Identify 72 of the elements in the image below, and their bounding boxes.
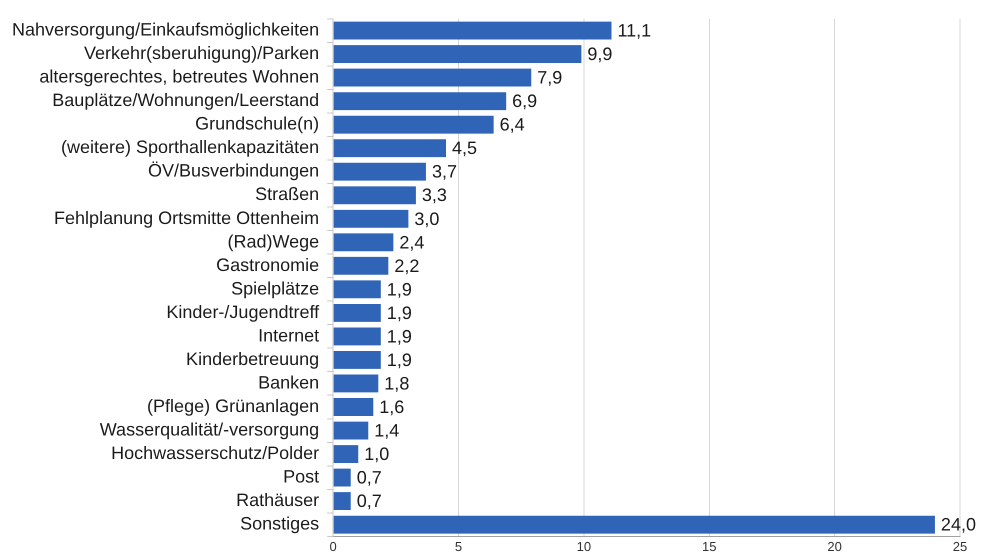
y-tick-label: altersgerechtes, betreutes Wohnen [39, 66, 320, 87]
bar [334, 304, 381, 322]
x-tick-label: 25 [952, 538, 968, 554]
data-label: 1,0 [364, 444, 390, 464]
y-tick-label: Grundschule(n) [195, 114, 320, 134]
bar [334, 516, 935, 534]
data-label: 3,0 [414, 208, 440, 229]
y-tick-label: Kinderbetreuung [186, 348, 320, 369]
bar [334, 186, 416, 204]
data-label: 3,3 [422, 185, 447, 206]
data-label: 6,9 [512, 91, 538, 112]
y-tick-label: Spielplätze [231, 278, 320, 298]
bar [334, 468, 351, 487]
bar [334, 233, 394, 252]
y-tick-label: ÖV/Busverbindungen [148, 160, 320, 181]
y-tick-label: Straßen [255, 184, 320, 204]
data-label: 9,9 [587, 44, 612, 64]
data-label: 6,4 [500, 114, 525, 135]
bar [334, 162, 426, 181]
data-label: 4,5 [452, 138, 478, 158]
data-label: 0,7 [356, 468, 382, 488]
y-tick-label: Banken [258, 372, 320, 392]
y-tick-label: Bauplätze/Wohnungen/Leerstand [52, 90, 320, 110]
bar [334, 445, 358, 463]
data-label: 1,9 [386, 350, 412, 370]
y-tick-label: Sonstiges [240, 514, 320, 534]
data-label: 1,4 [374, 420, 400, 440]
bar [334, 280, 381, 298]
bar [334, 492, 351, 510]
bar [334, 210, 408, 228]
x-tick-label: 20 [827, 538, 842, 554]
data-label: 1,6 [379, 396, 404, 417]
y-tick-label: Verkehr(sberuhigung)/Parken [84, 43, 320, 64]
y-tick-label: Hochwasserschutz/Polder [111, 443, 320, 464]
bar [334, 351, 381, 369]
bar [334, 327, 381, 346]
data-label: 2,2 [394, 256, 420, 276]
y-tick-label: Gastronomie [216, 254, 320, 275]
data-label: 1,9 [386, 326, 412, 346]
y-tick-label: Post [283, 466, 320, 487]
bar [334, 422, 368, 440]
bar [334, 256, 388, 275]
bar [334, 116, 494, 134]
data-label: 1,9 [386, 279, 412, 300]
x-tick-label: 5 [454, 538, 462, 554]
bar [334, 22, 612, 40]
bar [334, 45, 582, 64]
data-label: 3,7 [432, 162, 457, 182]
data-label: 24,0 [940, 514, 976, 535]
y-tick-label: (Pflege) Grünanlagen [147, 396, 320, 416]
bar [334, 92, 506, 110]
bar [334, 398, 374, 416]
x-tick-label: 0 [330, 538, 337, 554]
x-tick-label: 15 [702, 538, 716, 554]
y-tick-label: Rathäuser [236, 490, 320, 510]
data-label: 2,4 [399, 232, 424, 252]
y-tick-label: Fehlplanung Ortsmitte Ottenheim [54, 208, 320, 228]
data-label: 1,9 [386, 302, 412, 323]
data-label: 0,7 [356, 491, 382, 512]
y-tick-label: (weitere) Sporthallenkapazitäten [61, 137, 320, 158]
y-tick-label: Kinder-/Jugendtreff [166, 302, 320, 322]
y-tick-label: Nahversorgung/Einkaufsmöglichkeiten [12, 20, 320, 40]
x-tick-label: 10 [576, 538, 592, 554]
y-tick-label: (Rad)Wege [227, 231, 320, 252]
y-tick-label: Wasserqualität/-versorgung [100, 419, 320, 440]
bar [334, 374, 378, 392]
data-label: 1,8 [384, 373, 410, 394]
bar [334, 139, 446, 158]
y-tick-label: Internet [258, 325, 320, 346]
data-label: 7,9 [537, 68, 562, 88]
data-label: 11,1 [617, 20, 652, 41]
bar [334, 68, 532, 87]
